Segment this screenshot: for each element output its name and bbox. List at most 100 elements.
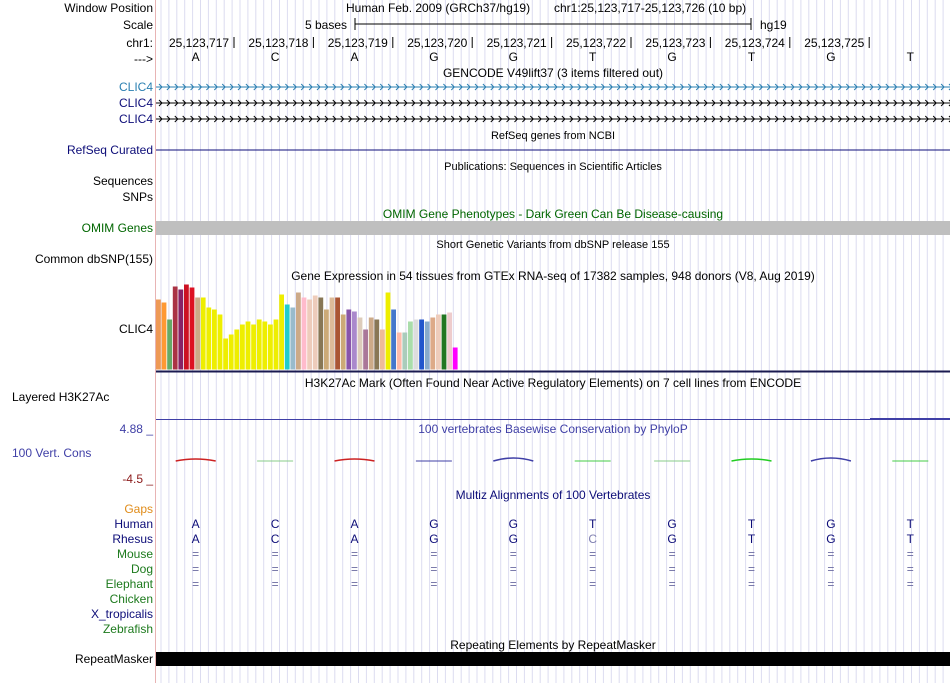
- label-omim-genes[interactable]: OMIM Genes: [81, 221, 153, 235]
- species-label[interactable]: Chicken: [109, 592, 153, 606]
- gtex-tissue-bar[interactable]: [318, 297, 324, 370]
- gtex-tissue-bar[interactable]: [329, 297, 335, 370]
- gtex-tissue-bar[interactable]: [273, 319, 279, 370]
- species-label[interactable]: X_tropicalis: [90, 607, 153, 621]
- gtex-tissue-bar[interactable]: [385, 292, 391, 370]
- gtex-tissue-bar[interactable]: [441, 314, 447, 370]
- gencode-item-label[interactable]: CLIC4: [118, 96, 153, 110]
- gtex-tissue-bar[interactable]: [436, 314, 441, 370]
- label-strand-arrow[interactable]: --->: [134, 52, 153, 66]
- label-sequences[interactable]: Sequences: [92, 174, 153, 188]
- alignment-base: =: [906, 577, 914, 591]
- ruler-tick-label: 25,123,721: [486, 36, 547, 50]
- gtex-tissue-bar[interactable]: [352, 311, 357, 370]
- gtex-tissue-bar[interactable]: [184, 284, 189, 370]
- gtex-tissue-bar[interactable]: [256, 319, 262, 370]
- gtex-tissue-bar[interactable]: [240, 324, 245, 370]
- gtex-tissue-bar[interactable]: [268, 324, 273, 370]
- gtex-tissue-bar[interactable]: [312, 295, 318, 370]
- gtex-tissue-bar[interactable]: [189, 287, 195, 370]
- label-repeatmasker[interactable]: RepeatMasker: [74, 652, 153, 666]
- species-label[interactable]: Human: [114, 517, 153, 531]
- gtex-tissue-bar[interactable]: [178, 289, 184, 370]
- gtex-tissue-bar[interactable]: [195, 297, 200, 370]
- gtex-tissue-bar[interactable]: [200, 297, 206, 370]
- window-coordinates: chr1:25,123,717-25,123,726 (10 bp): [554, 1, 747, 15]
- alignment-base: =: [350, 562, 358, 576]
- gtex-tissue-bar[interactable]: [245, 321, 251, 370]
- omim-gene-bar[interactable]: [156, 221, 950, 235]
- gtex-tissue-bar[interactable]: [368, 317, 374, 370]
- gtex-tissue-bar[interactable]: [206, 307, 212, 370]
- species-label[interactable]: Dog: [130, 562, 153, 576]
- ruler-tick-label: 25,123,723: [645, 36, 706, 50]
- gtex-tissue-bar[interactable]: [172, 286, 178, 370]
- label-window-position: Window Position: [64, 1, 153, 15]
- dbsnp-track-title: Short Genetic Variants from dbSNP releas…: [436, 239, 670, 251]
- gtex-tissue-bar[interactable]: [217, 314, 223, 370]
- gtex-tissue-bar[interactable]: [234, 329, 240, 370]
- alignment-base: =: [192, 577, 200, 591]
- gtex-tissue-bar[interactable]: [156, 299, 161, 370]
- gtex-tissue-bar[interactable]: [262, 321, 268, 370]
- gtex-tissue-bar[interactable]: [391, 309, 396, 370]
- sequence-base: A: [191, 50, 200, 64]
- gtex-tissue-bar[interactable]: [335, 297, 340, 370]
- alignment-base: A: [191, 532, 200, 546]
- gtex-tissue-bar[interactable]: [419, 319, 424, 370]
- gtex-tissue-bar[interactable]: [363, 329, 368, 370]
- gtex-tissue-bar[interactable]: [324, 309, 329, 370]
- gtex-track-title: Gene Expression in 54 tissues from GTEx …: [291, 269, 815, 283]
- gtex-tissue-bar[interactable]: [396, 332, 402, 370]
- label-snps[interactable]: SNPs: [122, 190, 153, 204]
- alignment-base: G: [667, 517, 677, 531]
- label-layered-h3k27ac[interactable]: Layered H3K27Ac: [12, 390, 110, 404]
- gtex-tissue-bar[interactable]: [161, 302, 167, 370]
- gtex-tissue-bar[interactable]: [340, 314, 346, 370]
- multiz-track-title: Multiz Alignments of 100 Vertebrates: [455, 488, 651, 502]
- label-gtex-gene[interactable]: CLIC4: [118, 322, 153, 336]
- alignment-base: =: [509, 562, 517, 576]
- gtex-tissue-bar[interactable]: [374, 319, 380, 370]
- species-label[interactable]: Zebrafish: [102, 622, 153, 636]
- label-common-dbsnp[interactable]: Common dbSNP(155): [34, 252, 153, 266]
- label-refseq-curated[interactable]: RefSeq Curated: [66, 143, 153, 157]
- gtex-tissue-bar[interactable]: [167, 319, 172, 370]
- gtex-tissue-bar[interactable]: [307, 299, 312, 370]
- label-100-vert-cons[interactable]: 100 Vert. Cons: [12, 446, 92, 460]
- repeatmasker-element-bar[interactable]: [156, 652, 950, 666]
- gtex-tissue-bar[interactable]: [290, 307, 296, 370]
- gtex-tissue-bar[interactable]: [380, 329, 385, 370]
- gencode-item-label[interactable]: CLIC4: [118, 80, 153, 94]
- gtex-tissue-bar[interactable]: [223, 338, 228, 370]
- gtex-tissue-bar[interactable]: [228, 334, 234, 370]
- gtex-tissue-bar[interactable]: [413, 319, 419, 370]
- gtex-tissue-bar[interactable]: [301, 297, 307, 370]
- gtex-tissue-bar[interactable]: [447, 312, 452, 370]
- gtex-tissue-bar[interactable]: [284, 304, 290, 370]
- gtex-tissue-bar[interactable]: [408, 321, 413, 370]
- phylop-score-glyph: [810, 457, 852, 462]
- scale-text: 5 bases: [305, 18, 348, 32]
- gtex-tissue-bar[interactable]: [251, 324, 256, 370]
- gtex-tissue-bar[interactable]: [296, 292, 301, 370]
- ruler-tick-label: 25,123,719: [327, 36, 388, 50]
- gtex-tissue-bar[interactable]: [212, 309, 217, 370]
- gtex-tissue-bar[interactable]: [430, 317, 436, 370]
- alignment-base: T: [747, 517, 756, 531]
- label-gaps[interactable]: Gaps: [124, 502, 153, 516]
- label-scale[interactable]: Scale: [122, 18, 153, 32]
- gtex-tissue-bar[interactable]: [346, 309, 352, 370]
- label-chromosome[interactable]: chr1:: [126, 36, 153, 50]
- gtex-tissue-bar[interactable]: [402, 332, 408, 370]
- alignment-base: =: [827, 547, 835, 561]
- species-label[interactable]: Rhesus: [112, 532, 153, 546]
- species-label[interactable]: Mouse: [116, 547, 153, 561]
- alignment-base: =: [589, 547, 597, 561]
- gencode-item-label[interactable]: CLIC4: [118, 112, 153, 126]
- gtex-tissue-bar[interactable]: [357, 317, 363, 370]
- gtex-tissue-bar[interactable]: [452, 347, 458, 370]
- species-label[interactable]: Elephant: [105, 577, 153, 591]
- gtex-tissue-bar[interactable]: [424, 321, 430, 370]
- gtex-tissue-bar[interactable]: [279, 294, 284, 370]
